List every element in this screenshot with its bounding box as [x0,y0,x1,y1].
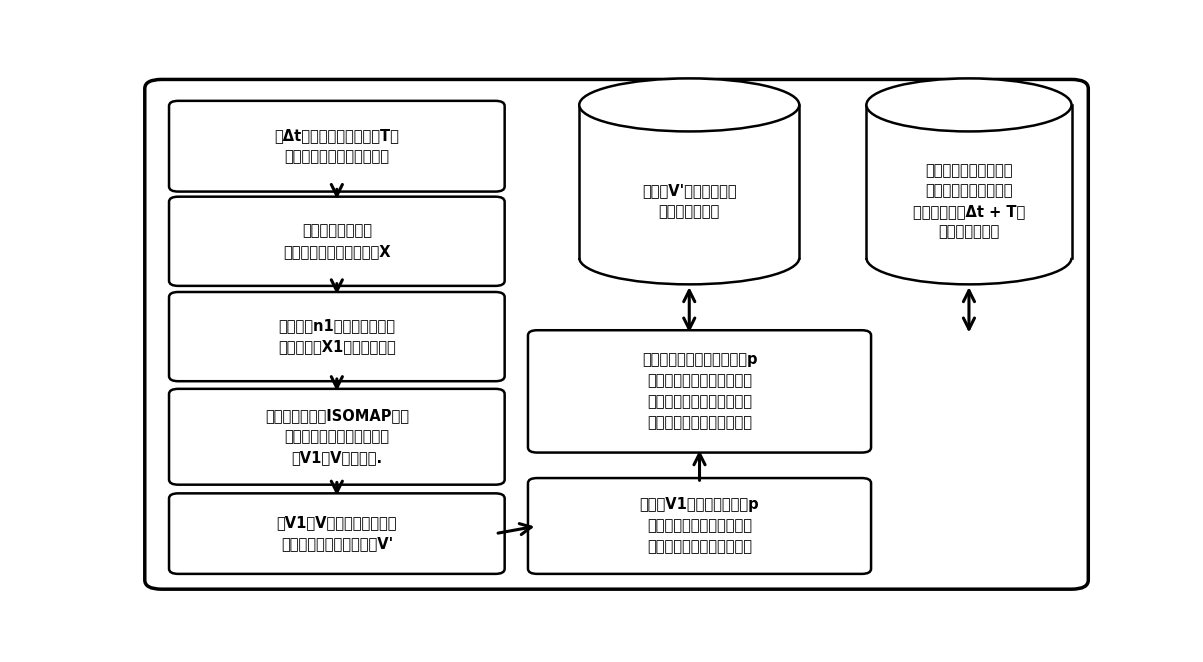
FancyBboxPatch shape [528,478,871,574]
Ellipse shape [866,78,1072,132]
Text: 将两个矩阵都用ISOMAP算法
处理并只选取最大特征值得
到V1和V两个向量.: 将两个矩阵都用ISOMAP算法 处理并只选取最大特征值得 到V1和V两个向量. [265,408,409,465]
Text: 超过阈值时，预测的采
样点数乘以间隔时间与
采样时间之和Δt + T即
为齿轮剩余寿命: 超过阈值时，预测的采 样点数乘以间隔时间与 采样时间之和Δt + T即 为齿轮剩… [913,163,1025,239]
Text: 神经网络训练好之后用倒数p
个输出作为输入预测下一时
刻的输出，循环一定次数，
将神经网络的输出反归一化: 神经网络训练好之后用倒数p 个输出作为输入预测下一时 刻的输出，循环一定次数， … [641,352,757,430]
FancyBboxPatch shape [144,79,1089,589]
FancyBboxPatch shape [866,105,1072,258]
Ellipse shape [579,78,799,132]
Text: 选择前面n1个采样点特征值
组成的矩阵X1作为训练矩阵: 选择前面n1个采样点特征值 组成的矩阵X1作为训练矩阵 [278,318,396,355]
FancyBboxPatch shape [168,101,505,191]
FancyBboxPatch shape [168,292,505,381]
FancyBboxPatch shape [580,105,799,258]
FancyBboxPatch shape [168,197,505,286]
Text: 与向量V'的对应数值对
比，验证其效果: 与向量V'的对应数值对 比，验证其效果 [642,183,736,218]
Text: 隔Δt时间采集时间长度为T的
齿轮振动信号直到齿轮失效: 隔Δt时间采集时间长度为T的 齿轮振动信号直到齿轮失效 [274,128,399,164]
FancyBboxPatch shape [168,493,505,574]
Text: 计算降噪后振动信
号时频特征值组成的矩阵X: 计算降噪后振动信 号时频特征值组成的矩阵X [283,223,391,260]
Text: 将V1和V两个向量使用最小
二乘法统一化，得到向量V': 将V1和V两个向量使用最小 二乘法统一化，得到向量V' [277,516,397,551]
Text: 将向量V1归一化之后用前p
个数据预测下一个数据，如
此递推来训练递归神经网络: 将向量V1归一化之后用前p 个数据预测下一个数据，如 此递推来训练递归神经网络 [640,497,759,555]
FancyBboxPatch shape [168,389,505,485]
FancyBboxPatch shape [528,330,871,453]
